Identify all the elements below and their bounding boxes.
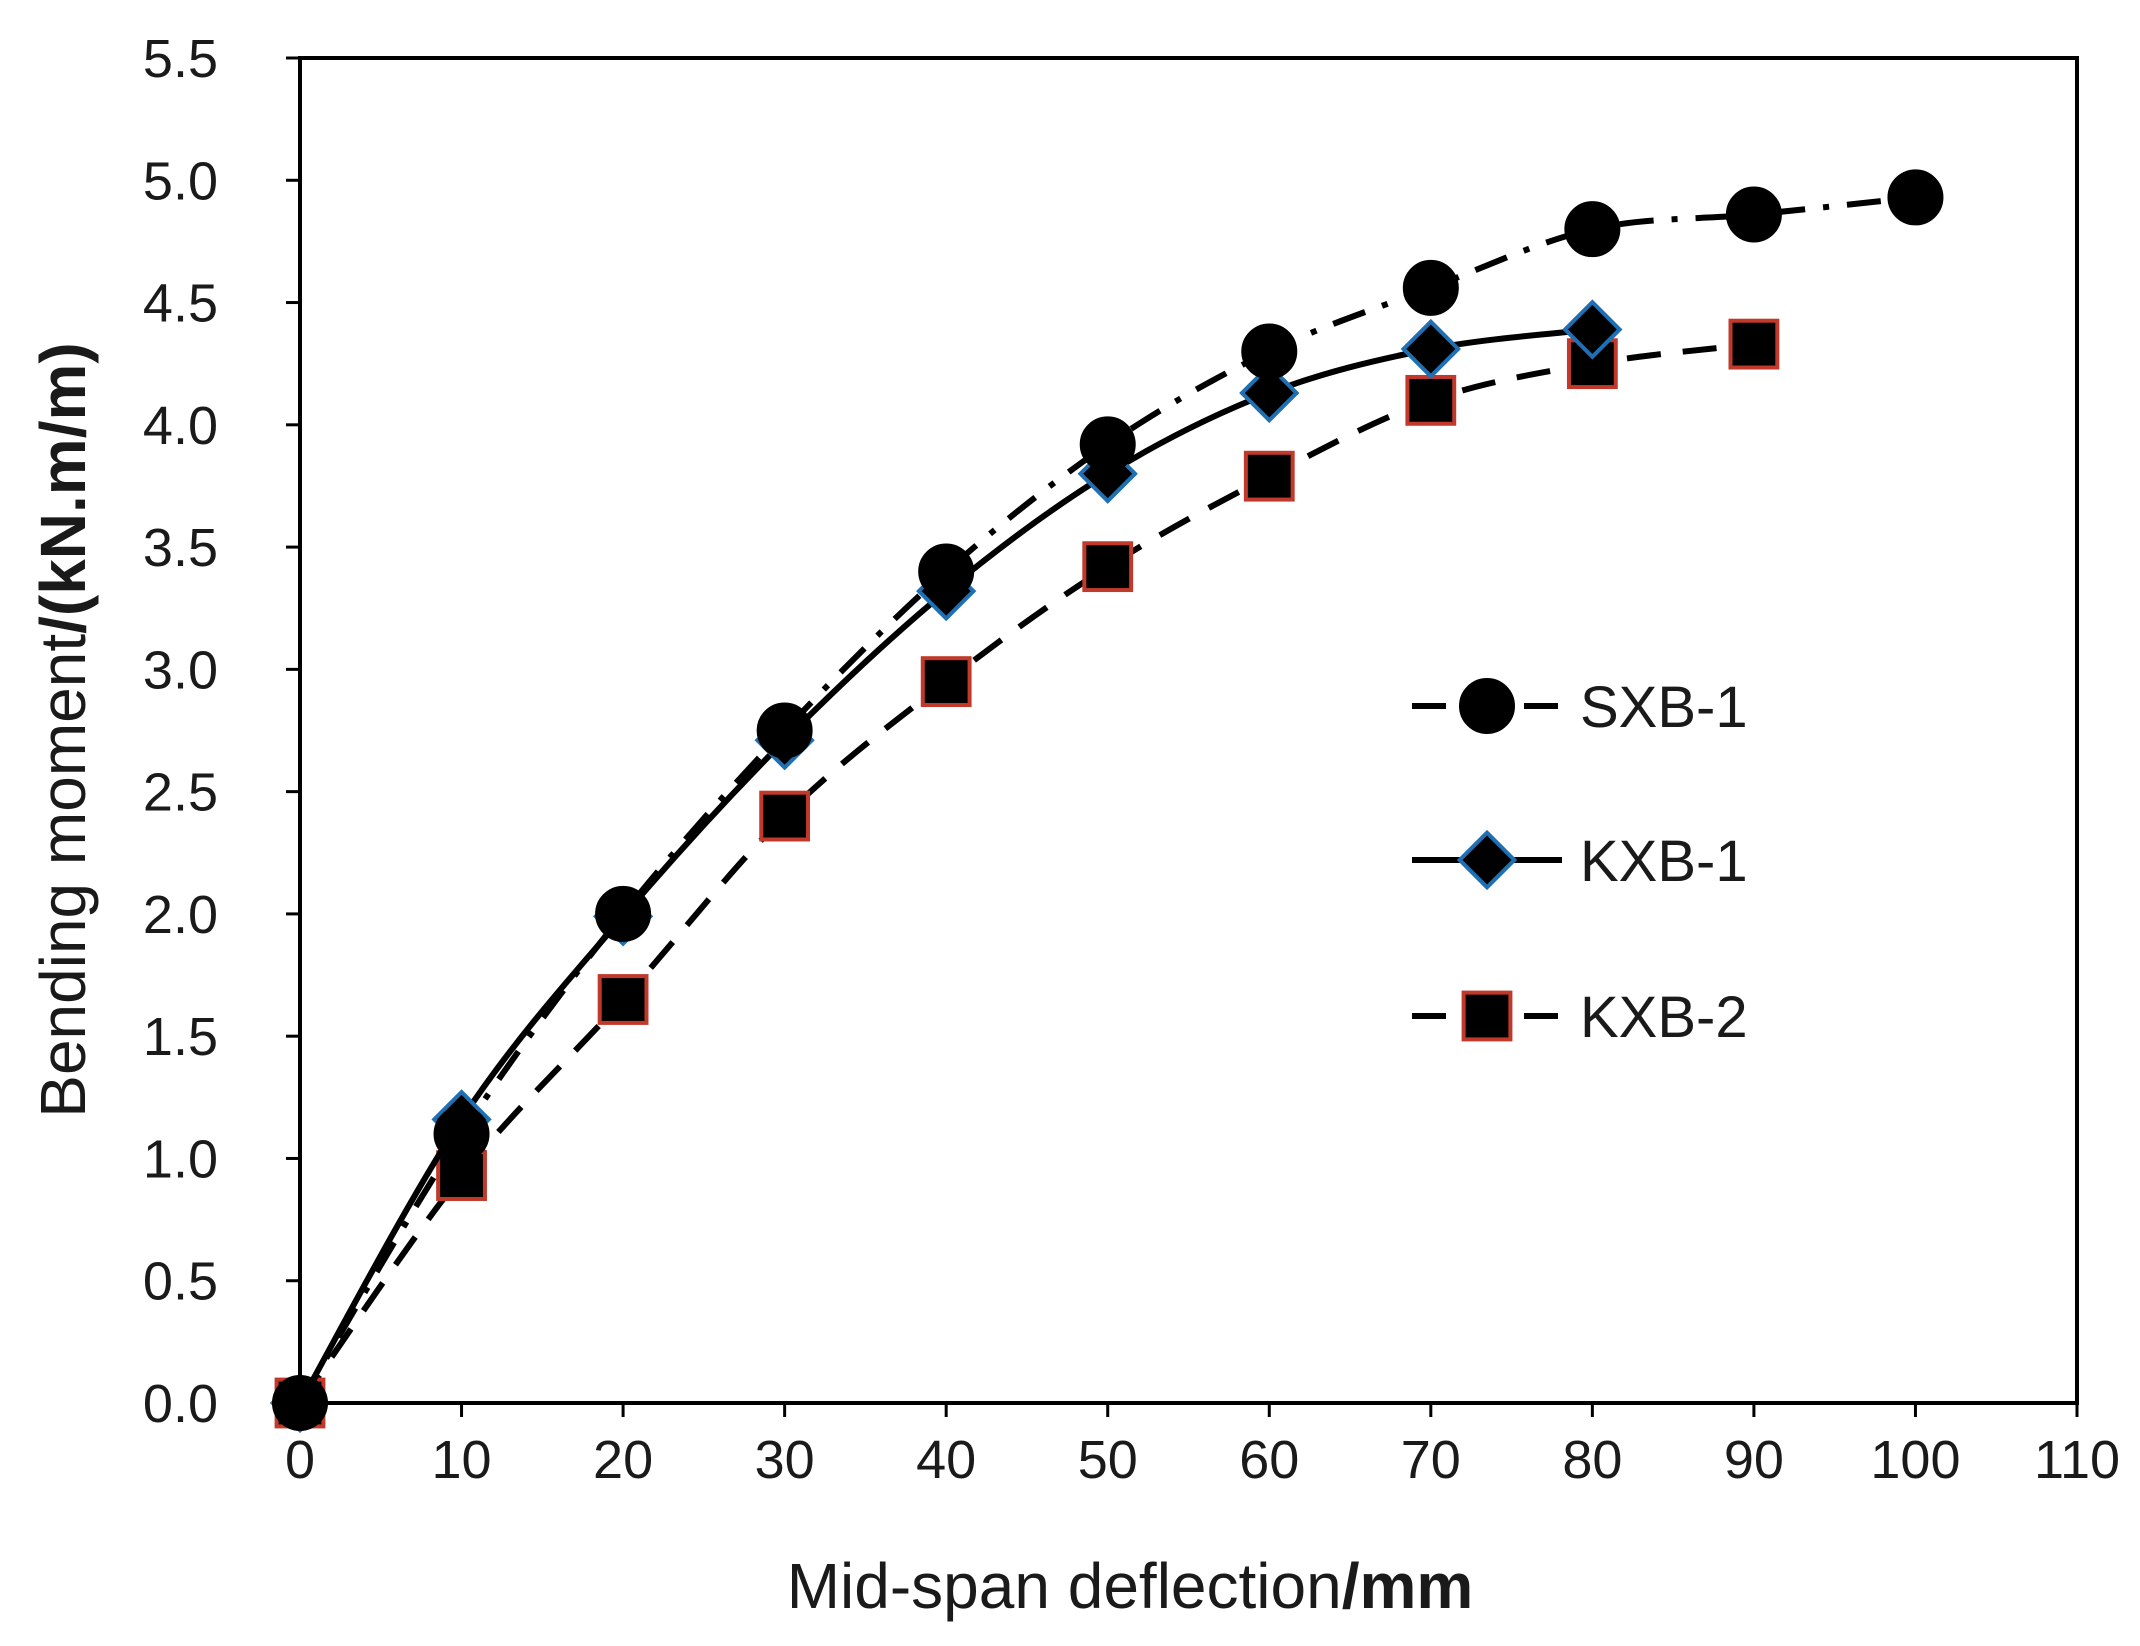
y-tick-label: 0.0: [143, 1374, 218, 1434]
data-point-sxb-1: [1725, 186, 1782, 243]
y-tick-label: 5.0: [143, 151, 218, 211]
data-point-sxb-1: [1241, 323, 1298, 380]
legend-item-kxb-1: KXB-1: [1412, 829, 1748, 894]
x-tick-label: 30: [755, 1430, 815, 1490]
y-tick-label: 5.5: [143, 29, 218, 89]
y-tick-label: 2.5: [143, 763, 218, 823]
legend-label: SXB-1: [1580, 675, 1748, 740]
legend-item-sxb-1: SXB-1: [1412, 675, 1748, 740]
series-kxb-1: [269, 299, 1623, 1434]
data-point-sxb-1: [1887, 169, 1944, 226]
series-kxb-2: [274, 318, 1780, 1429]
data-point-kxb-2: [1243, 450, 1295, 502]
data-point-sxb-1: [1564, 201, 1621, 258]
legend-label: KXB-1: [1580, 829, 1748, 894]
data-point-kxb-2: [920, 656, 972, 707]
series-line-sxb-1: [297, 194, 1916, 1405]
x-tick-label: 60: [1239, 1430, 1299, 1490]
data-point-kxb-2: [1405, 374, 1457, 426]
x-tick-label: 70: [1401, 1430, 1461, 1490]
legend-marker: [1459, 678, 1515, 734]
legend-label: KXB-2: [1580, 985, 1748, 1050]
data-point-kxb-2: [1728, 318, 1780, 370]
data-point-sxb-1: [756, 702, 813, 759]
x-tick-label: 110: [2034, 1430, 2120, 1490]
y-tick-label: 2.0: [143, 885, 218, 945]
series-line-kxb-1: [297, 326, 1593, 1405]
ticks-layer: 0 10 20 30 40 50 60 70 80 90 100 110 0.0 0.5 1.0 1.5 2.0…: [143, 29, 2120, 1490]
series-sxb-1: [272, 169, 1944, 1431]
y-tick-label: 1.5: [143, 1007, 218, 1067]
x-tick-label: 50: [1078, 1430, 1138, 1490]
data-point-kxb-2: [759, 790, 811, 842]
data-point-kxb-1: [1562, 299, 1623, 360]
data-point-sxb-1: [595, 885, 652, 942]
y-tick-label: 3.5: [143, 518, 218, 578]
x-tick-label: 90: [1724, 1430, 1784, 1490]
x-tick-label: 0: [285, 1430, 315, 1490]
data-point-kxb-2: [1082, 541, 1134, 593]
x-tick-label: 80: [1562, 1430, 1622, 1490]
y-tick-label: 4.5: [143, 274, 218, 334]
plot-area-frame: [298, 56, 2079, 1405]
data-point-sxb-1: [918, 543, 975, 600]
data-point-kxb-1: [1239, 362, 1300, 424]
x-tick-label: 20: [593, 1430, 653, 1490]
data-point-sxb-1: [433, 1106, 490, 1162]
y-tick-label: 0.5: [143, 1252, 218, 1312]
series-layer: [269, 169, 1944, 1434]
data-point-sxb-1: [1079, 416, 1136, 473]
x-tick-label: 100: [1870, 1430, 1960, 1490]
series-line-kxb-2: [297, 341, 1755, 1405]
legend-marker: [1461, 990, 1513, 1042]
data-point-kxb-1: [1400, 318, 1461, 380]
y-tick-label: 3.0: [143, 640, 218, 700]
x-tick-label: 40: [916, 1430, 976, 1490]
legend-marker: [1456, 829, 1518, 891]
legend: SXB-1 KXB-1 KXB-2: [1412, 675, 1748, 1050]
y-axis-title: Bending moment/(kN.m/m): [27, 342, 99, 1117]
y-tick-label: 1.0: [143, 1129, 218, 1189]
x-axis-title: Mid-span deflection/mm: [787, 1550, 1474, 1622]
y-tick-label: 4.0: [143, 396, 218, 456]
data-point-sxb-1: [1402, 259, 1459, 316]
legend-item-kxb-2: KXB-2: [1412, 985, 1748, 1050]
data-point-kxb-2: [597, 974, 649, 1025]
x-tick-label: 10: [432, 1430, 492, 1490]
